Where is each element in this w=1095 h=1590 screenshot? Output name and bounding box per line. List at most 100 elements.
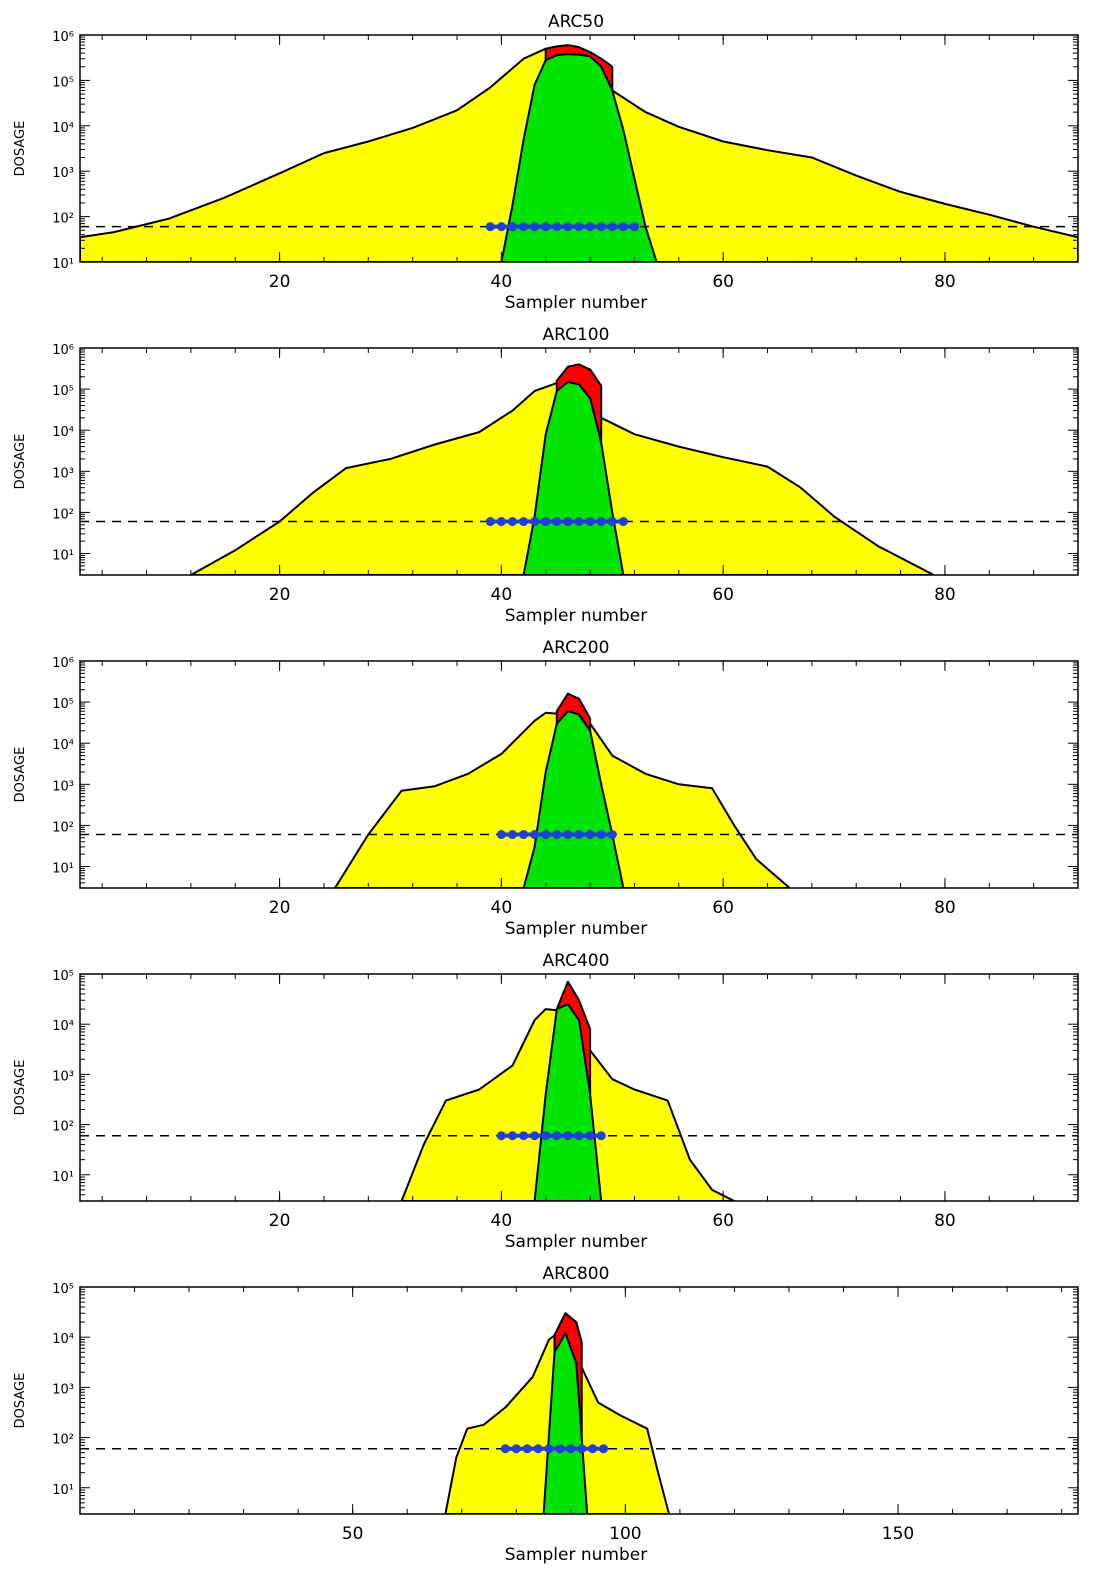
y-tick-label: 10⁶ [52, 656, 74, 671]
chart-panel-ARC100: 20 40 60 80 10¹ 10² 10³ 10⁴ 10⁵ 10⁶ ARC100 Sampler … [13, 325, 1079, 626]
chart-title: ARC200 [543, 638, 610, 658]
marker-point [530, 1131, 540, 1141]
marker-point [541, 517, 551, 527]
y-tick-label: 10² [52, 820, 74, 835]
marker-point [618, 222, 628, 232]
marker-point [533, 1444, 543, 1454]
marker-point [596, 222, 606, 232]
marker-point [607, 830, 617, 840]
x-tick-label: 40 [491, 898, 513, 918]
plot-frame [79, 973, 1079, 1202]
marker-point [629, 222, 639, 232]
marker-point [496, 1131, 506, 1141]
plot-area [80, 1312, 1078, 1514]
x-tick-label: 60 [712, 585, 734, 605]
x-axis-label: Sampler number [505, 1232, 647, 1252]
x-tick-label: 50 [342, 1524, 364, 1544]
plot-frame [79, 1286, 1079, 1515]
chart-title: ARC800 [543, 1264, 610, 1284]
chart-title: ARC400 [543, 951, 610, 971]
y-axis-label: DOSAGE [13, 1373, 28, 1429]
marker-point [552, 830, 562, 840]
x-tick-label: 80 [934, 585, 956, 605]
marker-point [566, 1444, 576, 1454]
y-tick-label: 10³ [52, 779, 74, 794]
y-tick-label: 10² [52, 212, 74, 227]
plot-area [80, 692, 1078, 888]
y-tick-label: 10⁵ [52, 697, 74, 712]
marker-point [522, 1444, 532, 1454]
y-tick-label: 10³ [52, 1069, 74, 1084]
y-tick-label: 10¹ [52, 1170, 74, 1185]
x-axis-label: Sampler number [505, 293, 647, 313]
marker-point [574, 830, 584, 840]
x-tick-label: 40 [491, 585, 513, 605]
y-tick-label: 10² [52, 1120, 74, 1135]
x-axis-label: Sampler number [505, 606, 647, 626]
marker-point [596, 1131, 606, 1141]
marker-point [500, 1444, 510, 1454]
y-tick-label: 10⁴ [52, 738, 74, 753]
marker-point [519, 1131, 529, 1141]
marker-point [541, 222, 551, 232]
marker-point [588, 1444, 598, 1454]
y-tick-label: 10⁶ [52, 343, 74, 358]
marker-point [585, 222, 595, 232]
marker-point [574, 517, 584, 527]
marker-point [519, 517, 529, 527]
marker-point [496, 222, 506, 232]
x-tick-label: 20 [269, 272, 291, 292]
y-tick-label: 10¹ [52, 257, 74, 272]
plot-frame [79, 34, 1079, 263]
marker-point [585, 1131, 595, 1141]
y-tick-label: 10⁴ [52, 121, 74, 136]
x-tick-label: 20 [269, 898, 291, 918]
marker-point [496, 830, 506, 840]
x-tick-label: 80 [934, 898, 956, 918]
plot-area [80, 980, 1078, 1201]
marker-point [485, 517, 495, 527]
marker-point [596, 517, 606, 527]
marker-point [607, 222, 617, 232]
x-tick-label: 60 [712, 1211, 734, 1231]
chart-title: ARC50 [548, 12, 604, 32]
marker-point [507, 1131, 517, 1141]
marker-point [519, 830, 529, 840]
marker-point [552, 517, 562, 527]
x-tick-label: 40 [491, 1211, 513, 1231]
marker-point [585, 517, 595, 527]
marker-point [507, 517, 517, 527]
y-tick-label: 10¹ [52, 549, 74, 564]
y-tick-label: 10⁵ [52, 1282, 74, 1297]
marker-point [563, 830, 573, 840]
green-area [533, 1003, 603, 1201]
y-tick-label: 10⁵ [52, 969, 74, 984]
marker-point [485, 222, 495, 232]
marker-point [574, 1131, 584, 1141]
y-tick-label: 10² [52, 507, 74, 522]
x-tick-label: 60 [712, 898, 734, 918]
y-tick-label: 10³ [52, 166, 74, 181]
y-tick-label: 10¹ [52, 1483, 74, 1498]
x-axis-label: Sampler number [505, 919, 647, 939]
chart-panel-ARC200: 20 40 60 80 10¹ 10² 10³ 10⁴ 10⁵ 10⁶ ARC200 Sampler … [13, 638, 1079, 939]
green-area [500, 53, 658, 262]
marker-point [511, 1444, 521, 1454]
plot-area [80, 44, 1078, 262]
x-tick-label: 80 [934, 1211, 956, 1231]
y-tick-label: 10⁶ [52, 30, 74, 45]
y-tick-label: 10⁴ [52, 1019, 74, 1034]
plot-area [80, 363, 1078, 575]
green-area [522, 380, 625, 575]
chart-panel-ARC400: 20 40 60 80 10¹ 10² 10³ 10⁴ 10⁵ ARC400 Sampler num… [13, 951, 1079, 1252]
marker-point [507, 222, 517, 232]
plot-frame [79, 347, 1079, 576]
y-tick-label: 10² [52, 1433, 74, 1448]
marker-point [563, 1131, 573, 1141]
plot-frame [79, 660, 1079, 889]
marker-point [577, 1444, 587, 1454]
chart-panel-ARC800: 50 100 150 10¹ 10² 10³ 10⁴ 10⁵ ARC800 Sampler num… [13, 1264, 1079, 1565]
marker-point [563, 517, 573, 527]
x-tick-label: 40 [491, 272, 513, 292]
y-axis-label: DOSAGE [13, 1060, 28, 1116]
